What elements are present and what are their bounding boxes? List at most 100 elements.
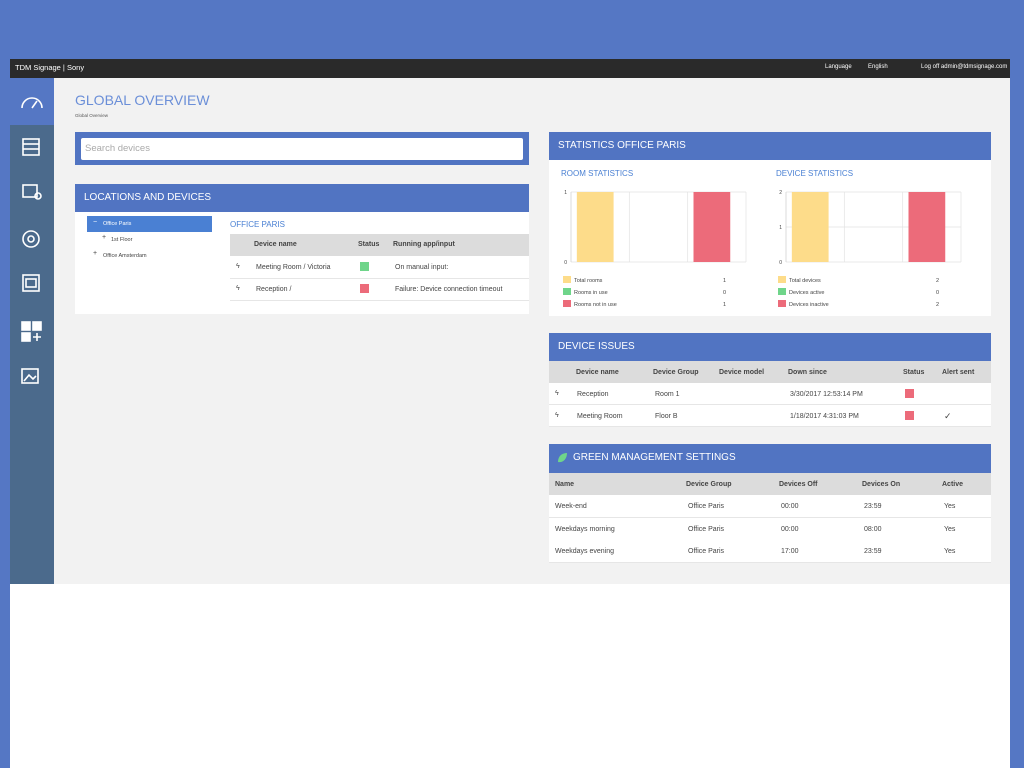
cell: 23:59 <box>864 548 882 556</box>
brand: TDM Signage | Sony <box>15 63 85 72</box>
bar <box>791 192 829 262</box>
row-divider <box>549 539 991 541</box>
cell: 00:00 <box>781 503 799 510</box>
table-row <box>549 517 991 541</box>
legend-value: 1 <box>723 278 726 284</box>
device-icon: ϟ <box>236 263 240 270</box>
column-header: Device name <box>254 241 297 248</box>
status-indicator <box>360 262 369 271</box>
bar <box>908 192 946 262</box>
table-header <box>230 234 529 256</box>
column-header: Device name <box>576 369 619 376</box>
y-tick-label: 0 <box>779 260 782 266</box>
sidebar-active <box>10 78 54 125</box>
legend-label: Rooms in use <box>574 290 608 296</box>
sidebar-icons <box>21 97 43 384</box>
column-header: Devices Off <box>779 481 818 488</box>
table-row <box>549 405 991 427</box>
cell: Week-end <box>555 503 587 510</box>
column-header: Down since <box>788 369 827 376</box>
legend-value: 1 <box>723 302 726 308</box>
status-indicator <box>905 389 914 398</box>
column-header: Device Group <box>686 481 732 488</box>
bar <box>576 192 614 262</box>
legend-swatch <box>778 300 786 307</box>
leaf-icon <box>558 453 567 463</box>
device-icon: ϟ <box>236 285 240 292</box>
running-app: On manual input: <box>395 264 449 271</box>
row-divider <box>549 562 991 564</box>
legend-swatch <box>778 288 786 295</box>
table-row <box>549 540 991 564</box>
device-group: Floor B <box>655 413 678 420</box>
legend-value: 2 <box>936 278 939 284</box>
y-tick-label: 0 <box>564 260 567 266</box>
column-header: Device Group <box>653 369 699 376</box>
logoff-link[interactable]: Log off admin@tdmsignage.com <box>921 64 1008 70</box>
top-bar <box>10 59 1010 78</box>
legend-swatch <box>778 276 786 283</box>
search-input[interactable]: Search devices <box>81 138 523 160</box>
cell: Weekdays evening <box>555 548 615 556</box>
chart: 0 1 Total rooms 1 Rooms in use 0 Rooms not in … <box>563 190 747 308</box>
legend-swatch <box>563 300 571 307</box>
device-name: Meeting Room / Victoria <box>256 264 331 271</box>
legend-label: Rooms not in use <box>574 302 617 308</box>
table-row <box>549 383 991 405</box>
chart: 0 1 2 Total devices 2 Devices active 0 Devices … <box>778 190 962 308</box>
legend-value: 0 <box>723 290 726 296</box>
running-app: Failure: Device connection timeout <box>395 286 503 293</box>
legend-value: 0 <box>936 290 939 296</box>
legend-label: Total rooms <box>574 278 603 284</box>
legend-label: Devices inactive <box>789 302 829 308</box>
row-divider <box>549 426 991 427</box>
cell: Office Paris <box>688 548 725 556</box>
device-icon: ϟ <box>555 390 559 397</box>
column-header: Active <box>942 481 964 488</box>
y-tick-label: 2 <box>779 190 782 196</box>
down-since: 3/30/2017 12:53:14 PM <box>790 391 863 398</box>
row-divider <box>230 278 529 279</box>
status-indicator <box>360 284 369 293</box>
row-divider <box>230 300 529 301</box>
down-since: 1/18/2017 4:31:03 PM <box>790 413 859 420</box>
table-header <box>549 361 991 383</box>
legend-label: Devices active <box>789 290 824 296</box>
cell: 23:59 <box>864 503 882 510</box>
column-header: Device model <box>719 369 765 376</box>
panel-header: LOCATIONS AND DEVICES <box>75 184 529 212</box>
tree-icon: + <box>93 250 98 257</box>
legend-swatch <box>563 288 571 295</box>
chart-title: ROOM STATISTICS <box>561 169 634 178</box>
language-label: Language <box>825 64 852 70</box>
device-group: Room 1 <box>655 391 680 398</box>
cell: Yes <box>944 525 956 533</box>
column-header: Devices On <box>862 481 901 488</box>
row-divider <box>549 517 991 518</box>
cell: 00:00 <box>781 525 799 533</box>
cell: Yes <box>944 548 956 556</box>
sidebar <box>10 78 54 584</box>
alert-sent: ✓ <box>944 411 952 421</box>
page-title: GLOBAL OVERVIEW <box>75 92 210 108</box>
tree-selected <box>87 216 212 232</box>
device-icon: ϟ <box>555 412 559 419</box>
tree-icon: + <box>102 234 107 241</box>
column-header: Status <box>358 241 380 248</box>
panel-header: STATISTICS OFFICE PARIS <box>549 132 991 160</box>
cell: Weekdays morning <box>555 525 615 533</box>
column-header: Alert sent <box>942 369 975 376</box>
panel-header: GREEN MANAGEMENT SETTINGS <box>549 444 991 473</box>
breadcrumb: Global Overview <box>75 113 109 118</box>
row-divider <box>549 404 991 405</box>
y-tick-label: 1 <box>779 225 782 231</box>
tree-icon: − <box>93 219 98 226</box>
device-name: Reception <box>577 391 609 398</box>
cell: Yes <box>944 503 956 510</box>
cell: 08:00 <box>864 525 882 533</box>
tree-node: 1st Floor <box>111 237 133 243</box>
column-header: Status <box>903 369 925 376</box>
device-name: Reception / <box>256 286 292 293</box>
